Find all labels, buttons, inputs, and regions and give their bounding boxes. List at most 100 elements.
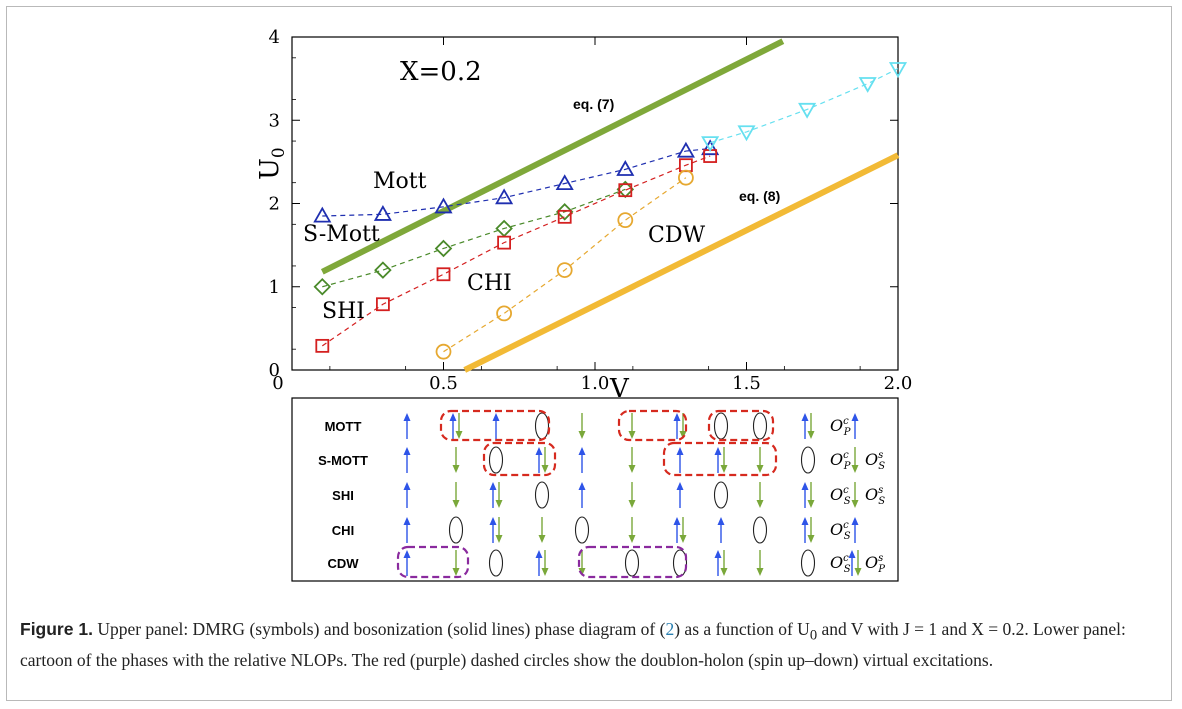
phase-cartoon-panel: MOTT Oc P S-MOTT Oc P Os S SHI Oc S Os S CHI Oc S CDW Oc S… xyxy=(291,397,899,582)
spin-down-arrow-icon xyxy=(628,535,636,543)
spin-up-arrow-icon xyxy=(403,413,411,421)
phase-row-label: CHI xyxy=(332,523,354,538)
spin-up-arrow-icon xyxy=(403,482,411,490)
square-marker xyxy=(315,338,330,353)
diamond-marker xyxy=(313,277,332,296)
spin-down-arrow-icon xyxy=(756,568,764,576)
circle-marker xyxy=(496,305,513,322)
diamond-marker xyxy=(555,203,574,221)
series-line-triangle-up xyxy=(322,147,711,217)
nlop-label: Oc P xyxy=(830,450,851,472)
empty-site-ellipse xyxy=(800,549,816,577)
empty-site-ellipse xyxy=(534,481,550,509)
spin-down-arrow-icon xyxy=(851,465,859,473)
empty-site-ellipse xyxy=(713,481,729,509)
x-tick-label: 1.0 xyxy=(581,373,610,394)
spin-up-arrow-icon xyxy=(673,517,681,525)
spin-down-arrow-icon xyxy=(628,465,636,473)
equation-reference-link[interactable]: 2 xyxy=(665,619,675,639)
triangle-down-marker xyxy=(701,136,720,153)
spin-down-arrow-icon xyxy=(452,568,460,576)
nlop-label: Oc S xyxy=(830,553,851,575)
triangle-up-marker xyxy=(701,139,720,156)
doublon-holon-excitation-outline xyxy=(439,409,551,442)
empty-site-ellipse xyxy=(800,446,816,474)
caption-subscript: 0 xyxy=(809,627,818,644)
square-marker xyxy=(375,297,390,312)
nlop-label: Oc S xyxy=(830,485,851,507)
caption-text-1: Upper panel: DMRG (symbols) and bosoniza… xyxy=(92,619,666,639)
spin-up-arrow-icon xyxy=(535,550,543,558)
triangle-down-marker xyxy=(858,77,877,93)
spin-down-arrow-icon xyxy=(720,465,728,473)
spin-up-arrow-icon xyxy=(403,550,411,558)
square-marker xyxy=(557,209,572,224)
phase-label-s-mott: S-Mott xyxy=(303,222,380,247)
caption-text-2: ) as a function of U xyxy=(674,619,810,639)
bosonization-line xyxy=(463,152,900,373)
equation-8-label: eq. (8) xyxy=(739,188,780,204)
spin-up-arrow-icon xyxy=(676,447,684,455)
spin-down-arrow-icon xyxy=(495,500,503,508)
cartoon-border xyxy=(291,397,899,582)
spin-excitation-outline xyxy=(396,545,470,579)
spin-down-arrow-icon xyxy=(679,535,687,543)
empty-site-ellipse xyxy=(624,549,640,577)
x-tick-label: 1.5 xyxy=(732,373,761,394)
triangle-up-marker xyxy=(616,160,635,176)
circle-marker xyxy=(617,212,634,229)
series-line-diamond xyxy=(322,188,626,288)
square-marker xyxy=(618,183,633,198)
phase-row-label: CDW xyxy=(327,556,359,571)
phase-row-label: SHI xyxy=(332,488,354,503)
x-tick-label: 2.0 xyxy=(884,373,913,394)
spin-down-arrow-icon xyxy=(807,431,815,439)
y-tick-label: 1 xyxy=(269,277,280,298)
series-line-triangle-down xyxy=(709,68,899,144)
triangle-up-marker xyxy=(676,141,695,158)
triangle-down-marker xyxy=(888,62,908,78)
spin-down-arrow-icon xyxy=(455,431,463,439)
spin-up-arrow-icon xyxy=(714,550,722,558)
diamond-marker xyxy=(374,261,392,279)
nlop-label: Os S xyxy=(865,450,885,472)
x-axis-label: V xyxy=(609,374,630,400)
series-line-square xyxy=(321,155,711,347)
spin-down-arrow-icon xyxy=(807,500,815,508)
spin-up-arrow-icon xyxy=(449,413,457,421)
empty-site-ellipse xyxy=(752,412,768,440)
spin-up-arrow-icon xyxy=(578,447,586,455)
square-marker xyxy=(436,267,451,282)
figure-frame xyxy=(6,6,1172,701)
triangle-up-marker xyxy=(555,174,574,191)
diamond-marker xyxy=(434,239,453,258)
spin-down-arrow-icon xyxy=(851,500,859,508)
nlop-label: Oc S xyxy=(830,520,851,542)
spin-down-arrow-icon xyxy=(720,568,728,576)
spin-up-arrow-icon xyxy=(801,517,809,525)
nlop-label: Os S xyxy=(865,485,885,507)
spin-down-arrow-icon xyxy=(452,465,460,473)
equation-7-label: eq. (7) xyxy=(573,96,614,112)
empty-site-ellipse xyxy=(752,516,768,544)
phase-label-chi: CHI xyxy=(467,271,512,296)
spin-up-arrow-icon xyxy=(676,482,684,490)
y-axis-label-subscript: 0 xyxy=(269,147,289,158)
spin-up-arrow-icon xyxy=(848,550,856,558)
empty-site-ellipse xyxy=(574,516,590,544)
empty-site-ellipse xyxy=(713,412,729,440)
triangle-up-marker xyxy=(313,206,332,223)
spin-up-arrow-icon xyxy=(535,447,543,455)
spin-up-arrow-icon xyxy=(801,482,809,490)
phase-diagram-plot: 0 0.5 1.0 1.5 2.001234VU0X=0.2MottS-MottSHIC… xyxy=(255,27,913,400)
phase-label-shi: SHI xyxy=(322,299,365,324)
spin-up-arrow-icon xyxy=(578,482,586,490)
y-tick-label: 2 xyxy=(269,194,280,215)
series-line-circle xyxy=(443,177,687,353)
square-marker xyxy=(497,235,512,250)
spin-down-arrow-icon xyxy=(756,465,764,473)
triangle-up-marker xyxy=(434,197,453,214)
triangle-down-marker xyxy=(737,125,756,142)
x-tick-label: 0.5 xyxy=(429,373,458,394)
caption-label: Figure 1. xyxy=(20,619,93,639)
